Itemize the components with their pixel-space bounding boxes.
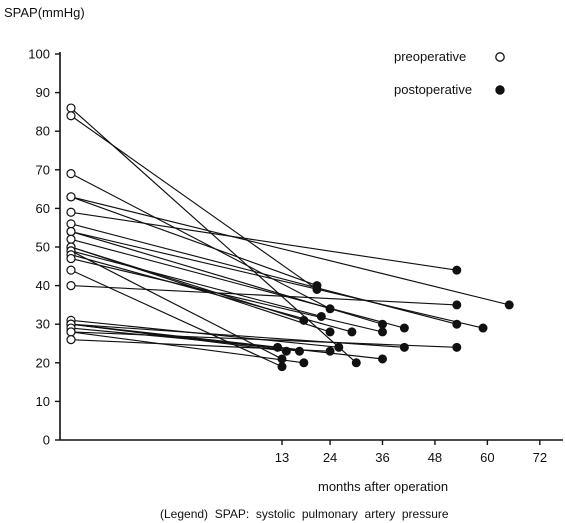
preoperative-point: [66, 265, 76, 275]
postoperative-point: [452, 342, 462, 352]
postoperative-point: [378, 354, 388, 364]
postoperative-point: [452, 265, 462, 275]
preoperative-point: [66, 253, 76, 264]
x-tick-label: 48: [428, 450, 442, 465]
postoperative-points: [273, 265, 514, 372]
postoperative-point: [334, 342, 344, 352]
postoperative-point: [347, 327, 357, 337]
preoperative-points: [66, 103, 76, 345]
postoperative-point: [277, 354, 287, 364]
y-tick-label: 90: [36, 85, 50, 100]
y-tick-label: 70: [36, 162, 50, 177]
patient-line: [70, 254, 353, 333]
patient-line: [70, 331, 304, 364]
patient-line: [70, 223, 457, 325]
y-tick-label: 100: [28, 47, 50, 62]
postoperative-point: [325, 327, 335, 337]
postoperative-point: [325, 304, 335, 314]
preoperative-point: [66, 335, 76, 345]
y-tick-label: 50: [36, 240, 50, 255]
footnote: (Legend) SPAP: systolic pulmonary artery…: [160, 507, 449, 521]
postoperative-point: [399, 323, 409, 333]
postoperative-point: [378, 327, 388, 337]
preoperative-point: [66, 103, 76, 113]
preoperative-point: [66, 226, 76, 237]
x-tick-label: 13: [275, 450, 289, 465]
patient-line: [70, 115, 318, 290]
patient-line: [70, 250, 283, 360]
patient-line: [70, 258, 383, 333]
postoperative-point: [378, 319, 388, 329]
preoperative-point: [66, 207, 76, 217]
preoperative-point: [66, 219, 76, 229]
y-tick-label: 30: [36, 317, 50, 332]
x-tick-label: 24: [323, 450, 337, 465]
postoperative-point: [504, 300, 514, 310]
y-tick-label: 20: [36, 355, 50, 370]
y-tick-label: 40: [36, 278, 50, 293]
postoperative-point: [294, 346, 304, 356]
postoperative-point: [312, 281, 322, 291]
x-tick-label: 72: [533, 450, 547, 465]
legend-preoperative-label: preoperative: [394, 49, 466, 64]
patient-line: [70, 231, 484, 329]
legend-preoperative-marker: [495, 52, 505, 62]
preoperative-point: [66, 234, 76, 244]
postoperative-point: [452, 300, 462, 310]
postoperative-point: [281, 346, 291, 356]
x-tick-label: 60: [480, 450, 494, 465]
x-ticks: 13 24 36 48 60 72: [275, 440, 547, 465]
y-tick-label: 10: [36, 394, 50, 409]
patient-line: [70, 211, 457, 271]
postoperative-point: [325, 346, 335, 356]
postoperative-point: [299, 315, 309, 325]
patient-line: [70, 331, 457, 348]
y-tick-label: 80: [36, 124, 50, 139]
postoperative-point: [478, 323, 488, 333]
preoperative-point: [66, 281, 76, 291]
patient-line: [70, 269, 283, 368]
patient-line: [70, 285, 457, 306]
y-ticks: 0 10 20 30 40 50 60 70 80 90 100: [28, 47, 60, 448]
postoperative-point: [299, 358, 309, 368]
postoperative-point: [399, 342, 409, 352]
legend-postoperative-marker: [495, 85, 505, 95]
x-axis-title: months after operation: [318, 479, 448, 494]
legend: preoperative postoperative: [394, 49, 505, 97]
patient-line: [70, 250, 322, 318]
patient-line: [70, 238, 405, 329]
y-tick-label: 0: [43, 433, 50, 448]
preoperative-point: [66, 327, 76, 337]
postoperative-point: [277, 362, 287, 372]
series-lines: [70, 107, 510, 368]
preoperative-point: [66, 169, 76, 179]
postoperative-point: [273, 342, 283, 352]
postoperative-point: [316, 311, 326, 321]
x-tick-label: 36: [375, 450, 389, 465]
preoperative-point: [66, 192, 76, 202]
y-tick-label: 60: [36, 201, 50, 216]
preoperative-point: [66, 111, 76, 121]
patient-line: [70, 196, 318, 287]
patient-line: [70, 173, 331, 310]
legend-postoperative-label: postoperative: [394, 82, 472, 97]
patient-line: [70, 327, 278, 348]
y-axis-title: SPAP(mmHg): [4, 5, 85, 20]
postoperative-point: [452, 319, 462, 329]
patient-line: [70, 196, 510, 306]
postoperative-point: [351, 358, 361, 368]
